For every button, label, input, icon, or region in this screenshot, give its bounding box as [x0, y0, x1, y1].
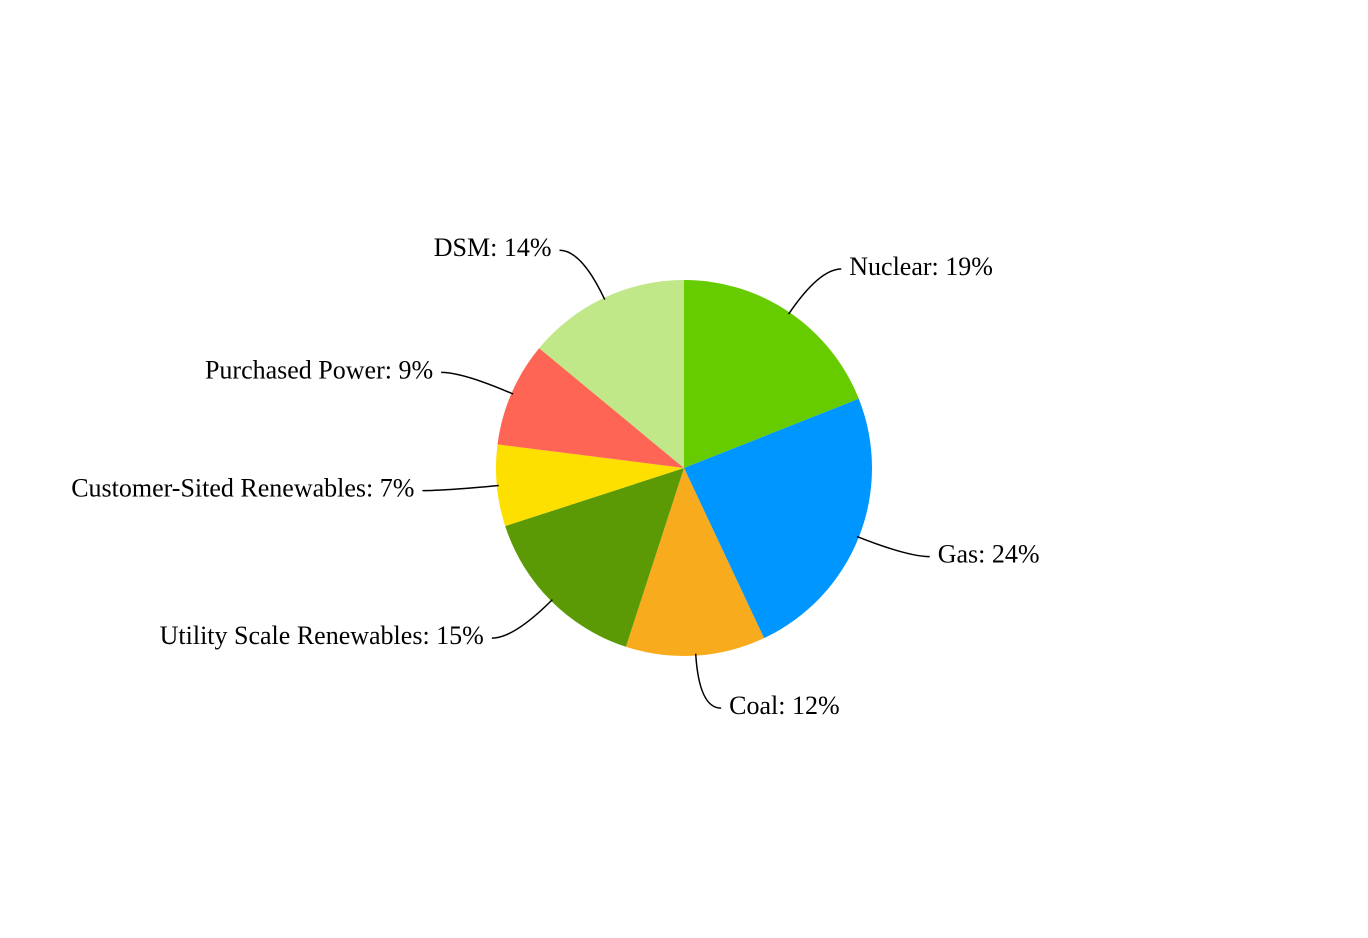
pie-slice: [505, 468, 684, 647]
data-label: Utility Scale Renewables: 15%: [160, 621, 484, 650]
leader-line: [694, 653, 722, 709]
pie-slice: [684, 280, 859, 468]
data-label: DSM: 14%: [434, 233, 552, 262]
leader-line: [441, 371, 514, 395]
leader-line: [856, 535, 930, 558]
pie-slice: [684, 398, 872, 639]
data-label: Purchased Power: 9%: [205, 355, 433, 384]
pie-slice: [539, 280, 684, 468]
data-label: Gas: 24%: [938, 540, 1040, 569]
data-label: Nuclear: 19%: [849, 252, 993, 281]
leader-line: [559, 249, 606, 300]
data-label: Customer-Sited Renewables: 7%: [71, 474, 414, 503]
data-label: Coal: 12%: [729, 691, 840, 720]
pie-slice: [497, 348, 684, 468]
leader-line: [422, 484, 499, 492]
pie-slice: [496, 444, 684, 527]
leader-line: [491, 599, 553, 639]
leader-line: [787, 268, 842, 315]
pie-slice: [625, 468, 765, 656]
